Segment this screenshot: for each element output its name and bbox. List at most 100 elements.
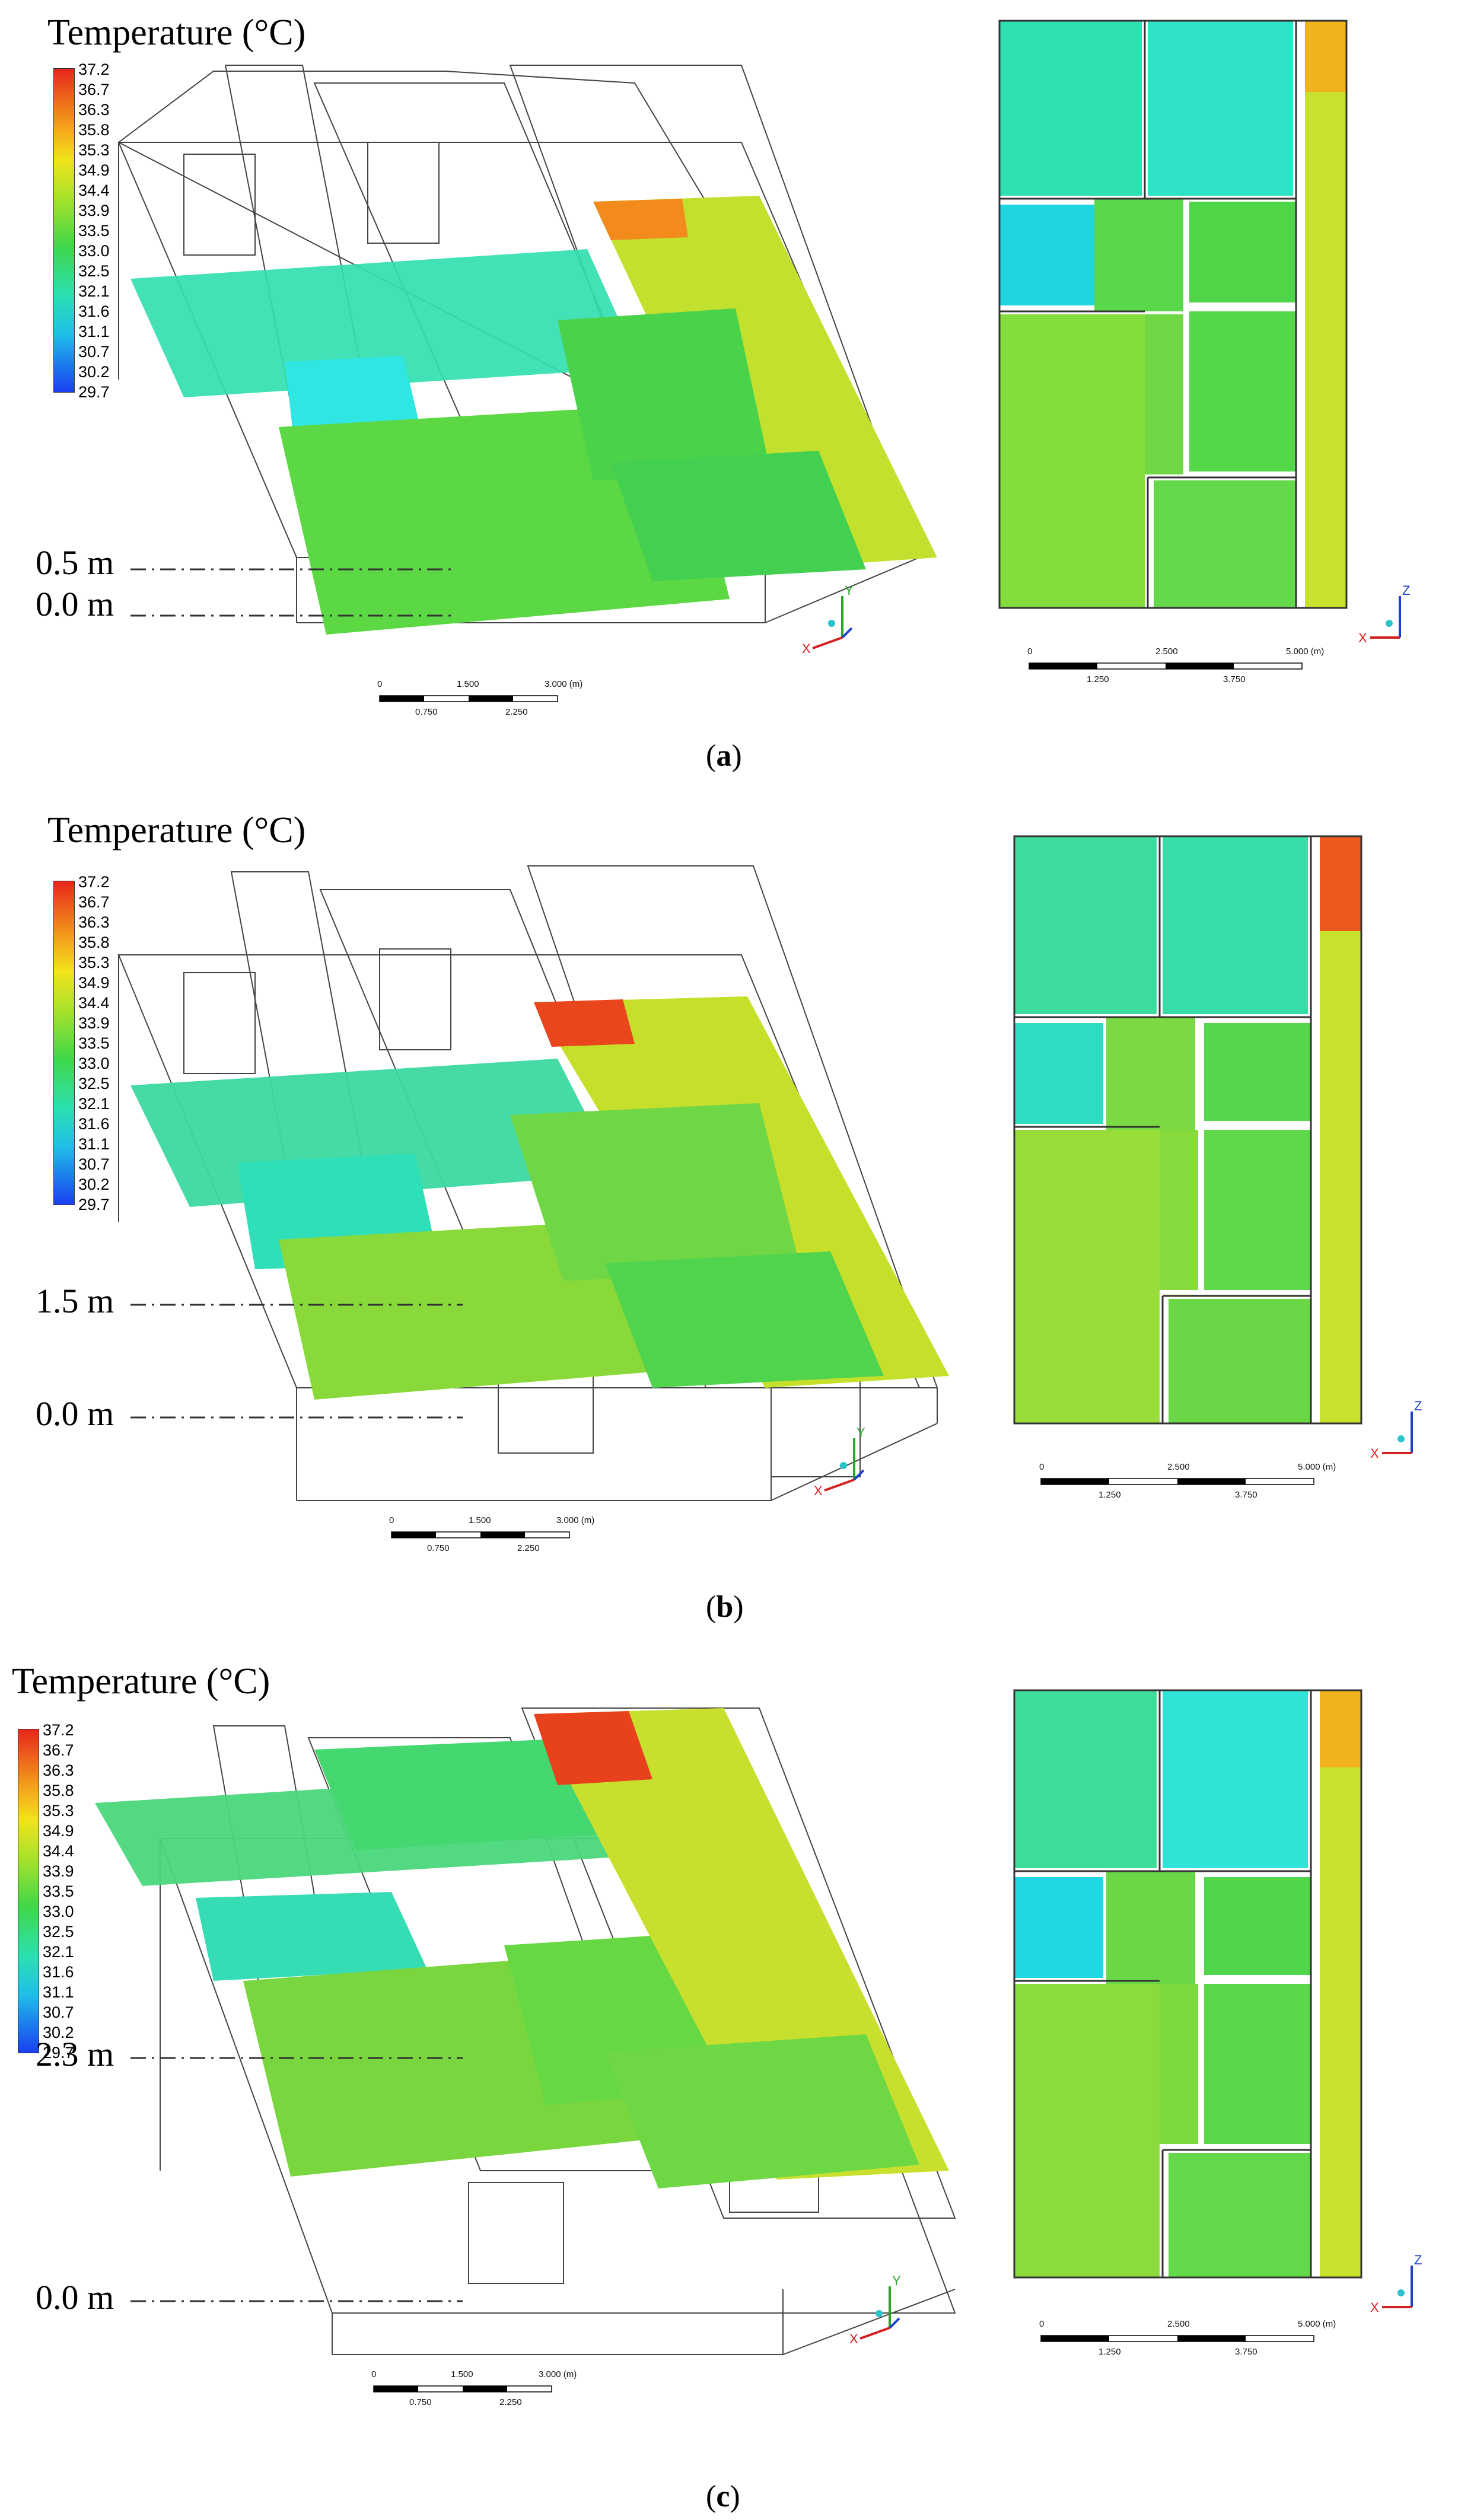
tick-label: 30.2 xyxy=(78,1175,110,1193)
tick-label: 35.8 xyxy=(78,121,110,139)
isometric-temperature-view xyxy=(95,1707,956,2355)
scale-label: 5.000 (m) xyxy=(1298,2319,1336,2329)
tick-label: 29.7 xyxy=(78,1196,110,1213)
panel-caption: (a) xyxy=(706,739,742,773)
colorbar-ticks: 37.2 36.7 36.3 35.8 35.3 34.9 34.4 33.9 … xyxy=(78,873,132,1213)
scale-label: 0 xyxy=(1039,1462,1045,1472)
tick-label: 36.7 xyxy=(43,1741,74,1759)
scale-bar-3d xyxy=(379,695,558,702)
tick-label: 31.1 xyxy=(78,1135,110,1153)
height-label-upper: 1.5 m xyxy=(36,1282,114,1320)
tick-label: 30.2 xyxy=(78,363,110,381)
tick-label: 29.7 xyxy=(78,383,110,401)
tick-label: 29.7 xyxy=(43,2044,74,2062)
tick-label: 31.6 xyxy=(43,1963,74,1981)
scale-label: 3.750 xyxy=(1223,674,1246,684)
tick-label: 34.4 xyxy=(78,994,110,1012)
tick-label: 36.7 xyxy=(78,893,110,911)
scale-bar-plan xyxy=(1040,1478,1314,1485)
tick-label: 33.9 xyxy=(43,1862,74,1880)
tick-label: 34.9 xyxy=(78,974,110,992)
scale-bar-3d xyxy=(391,1531,570,1538)
scale-label: 1.500 xyxy=(469,1515,491,1525)
legend-title: Temperature (°C) xyxy=(47,810,306,850)
isometric-temperature-view xyxy=(117,865,949,1501)
tick-label: 32.5 xyxy=(78,262,110,280)
axis-y-label: Y xyxy=(857,1425,865,1440)
tick-label: 37.2 xyxy=(43,1721,74,1739)
tick-label: 31.1 xyxy=(78,323,110,340)
scale-label: 1.500 xyxy=(457,679,479,689)
tick-label: 32.1 xyxy=(78,282,110,300)
scale-label: 3.000 (m) xyxy=(539,2369,577,2379)
scale-label: 2.500 xyxy=(1155,646,1178,657)
scale-bar-plan xyxy=(1040,2335,1314,2342)
scale-label: 0.750 xyxy=(427,1543,450,1553)
axis-y-label: Y xyxy=(845,583,854,598)
scale-label: 1.250 xyxy=(1099,1490,1121,1500)
tick-label: 36.3 xyxy=(43,1761,74,1779)
axis-triad: Y X xyxy=(849,2273,901,2346)
scale-label: 2.500 xyxy=(1167,2319,1190,2329)
scale-label: 0 xyxy=(1027,646,1033,657)
scale-label: 1.500 xyxy=(451,2369,473,2379)
scale-bar-plan xyxy=(1029,662,1303,670)
tick-label: 31.6 xyxy=(78,302,110,320)
tick-label: 33.9 xyxy=(78,1014,110,1032)
scale-label: 1.250 xyxy=(1099,2347,1121,2357)
panel-caption: (b) xyxy=(706,1590,744,1624)
tick-label: 37.2 xyxy=(78,873,110,891)
tick-label: 32.1 xyxy=(43,1943,74,1961)
tick-label: 30.7 xyxy=(78,1155,110,1173)
height-guide-lines xyxy=(130,568,451,617)
tick-label: 36.3 xyxy=(78,101,110,119)
tick-label: 35.3 xyxy=(78,141,110,159)
panel-b: Temperature (°C) 37.2 36.7 36.3 35.8 35.… xyxy=(0,807,1474,1637)
tick-label: 33.0 xyxy=(43,1903,74,1920)
tick-label: 31.1 xyxy=(43,1983,74,2001)
tick-label: 34.9 xyxy=(43,1822,74,1840)
scale-label: 3.000 (m) xyxy=(556,1515,595,1525)
scale-label: 1.250 xyxy=(1087,674,1109,684)
tick-label: 36.3 xyxy=(78,913,110,931)
plan-temperature-view xyxy=(1013,1689,1370,2283)
tick-label: 33.0 xyxy=(78,1054,110,1072)
scale-label: 3.750 xyxy=(1235,2347,1257,2357)
plan-temperature-view xyxy=(1013,835,1370,1429)
height-label-upper: 2.3 m xyxy=(36,2035,114,2073)
axis-y-label: Y xyxy=(892,2273,901,2288)
scale-label: 2.250 xyxy=(499,2397,522,2407)
panel-c: Temperature (°C) 37.2 36.7 36.3 35.8 35.… xyxy=(0,1655,1474,2520)
axis-x-label: X xyxy=(1370,1446,1379,1461)
tick-label: 33.0 xyxy=(78,242,110,260)
height-guide-lines xyxy=(130,2057,463,2302)
plan-temperature-view xyxy=(998,20,1355,614)
scale-label: 0 xyxy=(389,1515,394,1525)
scale-label: 2.250 xyxy=(505,707,528,717)
axis-triad: Y X xyxy=(814,1425,865,1498)
tick-label: 35.8 xyxy=(78,934,110,951)
axis-triad-plan: Z X xyxy=(1370,1398,1422,1461)
tick-label: 37.2 xyxy=(78,60,110,78)
axis-x-label: X xyxy=(802,641,811,656)
axis-x-label: X xyxy=(814,1483,823,1498)
scale-label: 0.750 xyxy=(409,2397,432,2407)
axis-z-label: Z xyxy=(1402,583,1410,598)
tick-label: 32.5 xyxy=(78,1075,110,1092)
tick-label: 32.1 xyxy=(78,1095,110,1113)
tick-label: 33.9 xyxy=(78,202,110,219)
scale-label: 2.500 xyxy=(1167,1462,1190,1472)
tick-label: 34.4 xyxy=(43,1842,74,1860)
colorbar-ticks: 37.2 36.7 36.3 35.8 35.3 34.9 34.4 33.9 … xyxy=(43,1721,96,2062)
colorbar-ticks: 37.2 36.7 36.3 35.8 35.3 34.9 34.4 33.9 … xyxy=(78,60,132,401)
scale-label: 0 xyxy=(377,679,383,689)
tick-label: 30.7 xyxy=(78,343,110,361)
temperature-colorbar xyxy=(18,1729,39,2053)
height-guide-lines xyxy=(130,1304,463,1419)
legend-title: Temperature (°C) xyxy=(47,12,306,53)
tick-label: 30.2 xyxy=(43,2024,74,2041)
scale-label: 2.250 xyxy=(517,1543,540,1553)
tick-label: 33.5 xyxy=(78,1034,110,1052)
scale-label: 3.750 xyxy=(1235,1490,1257,1500)
tick-label: 35.8 xyxy=(43,1782,74,1799)
